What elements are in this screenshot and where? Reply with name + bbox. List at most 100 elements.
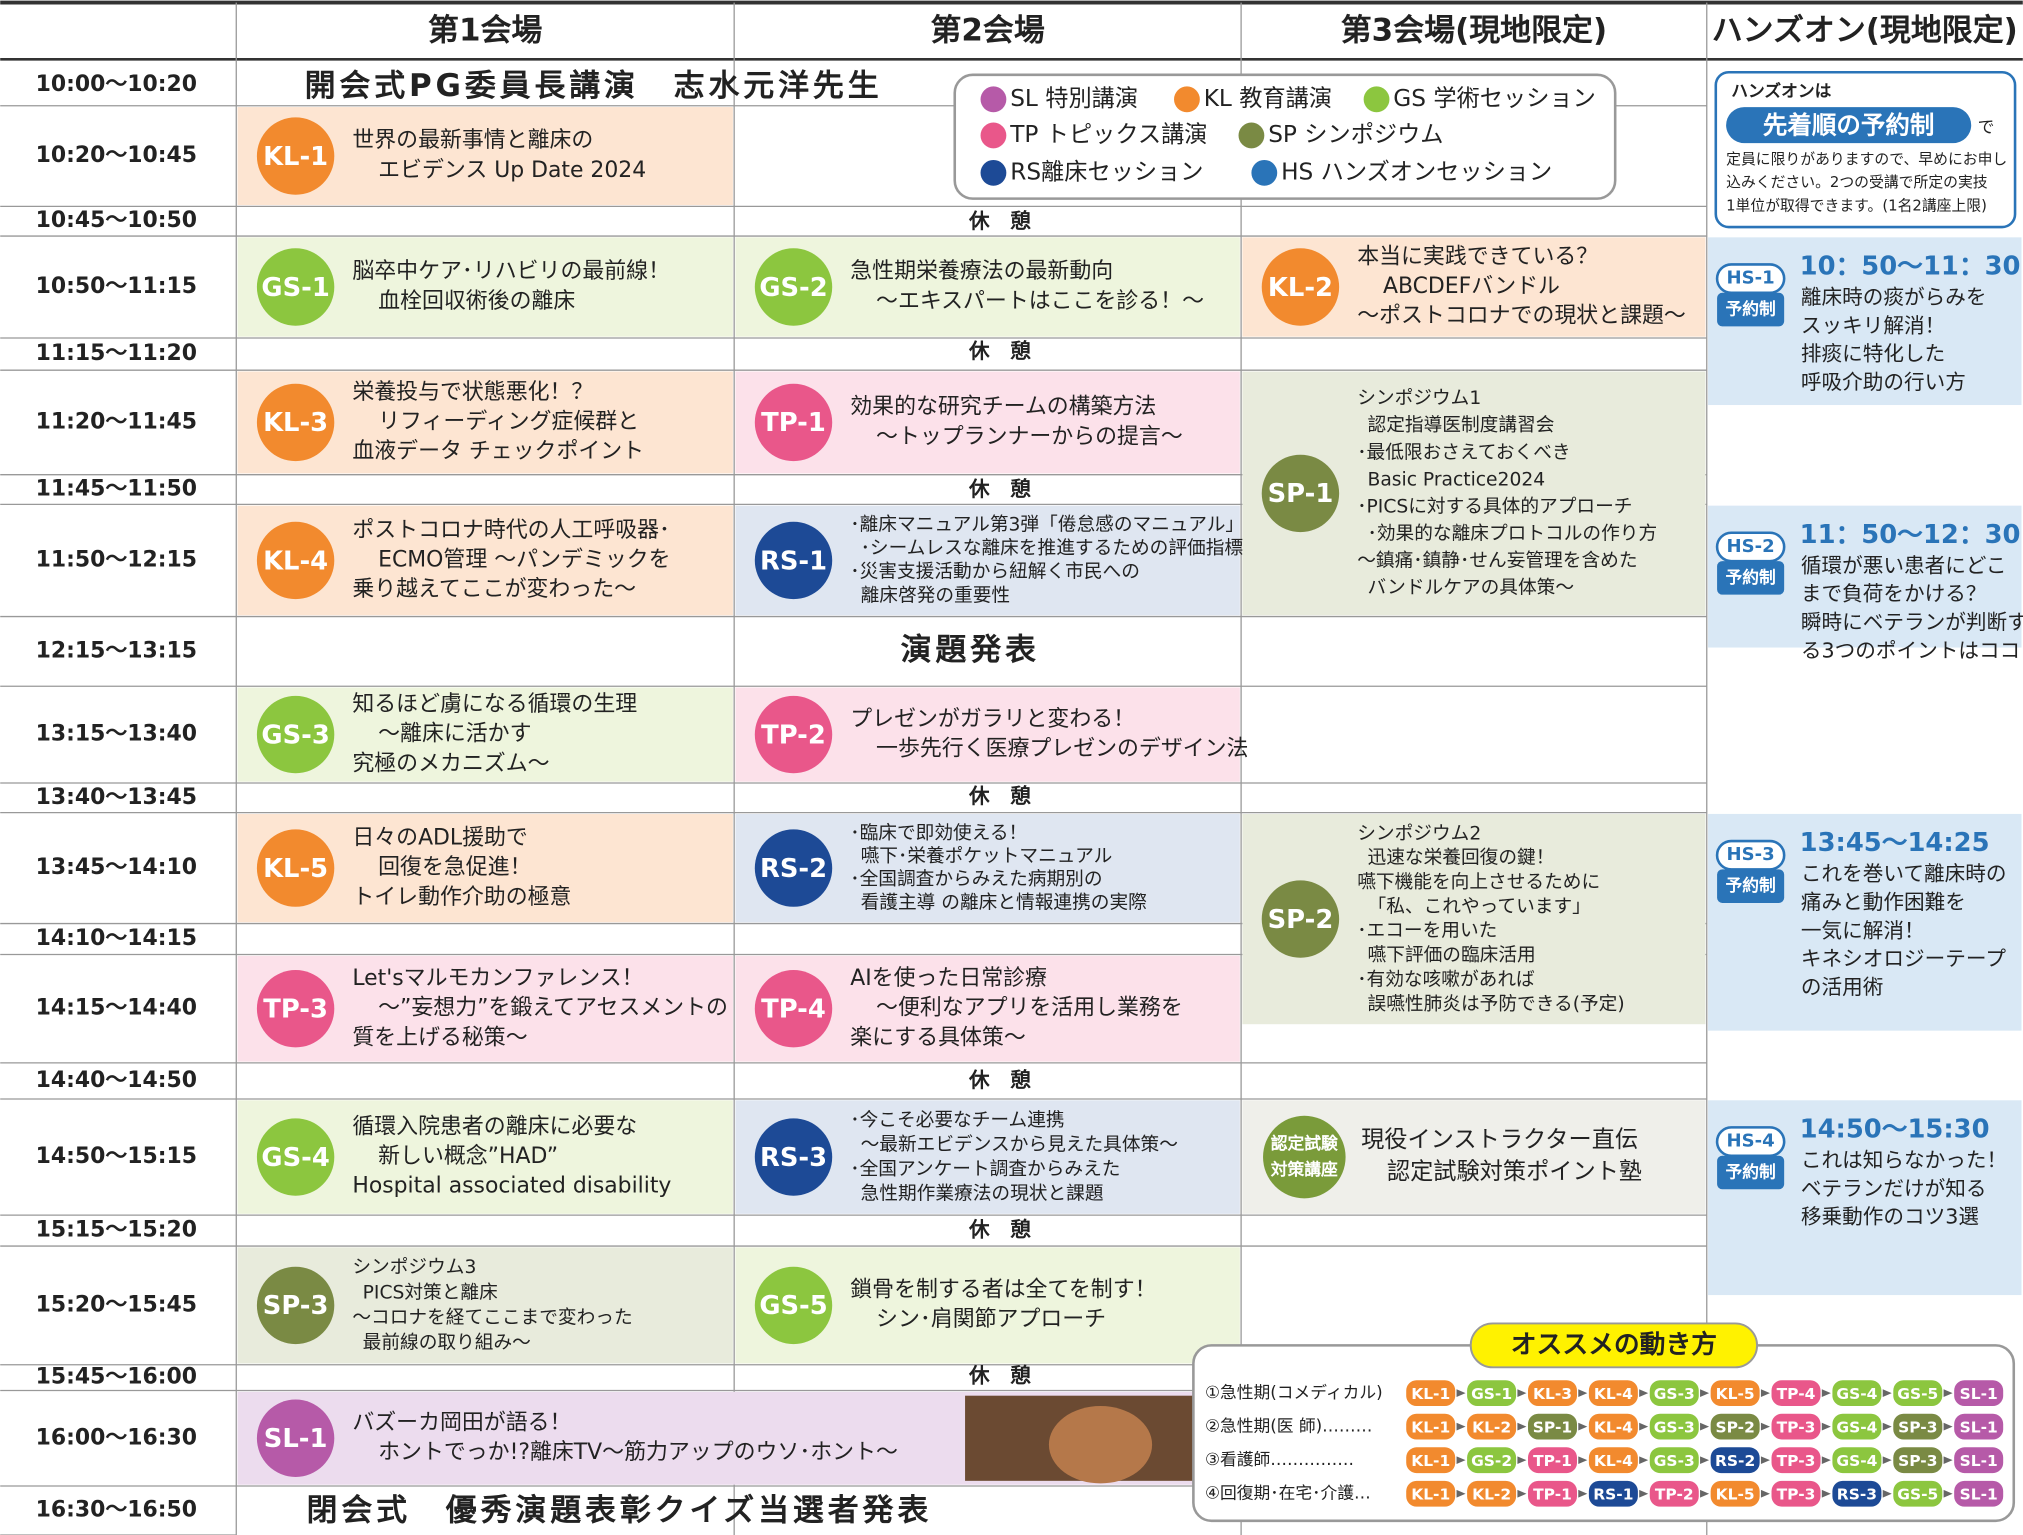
route-arrow <box>1760 1489 1770 1498</box>
route-arrow <box>1943 1389 1953 1397</box>
route-label: ①急性期(コメディカル) <box>1205 1382 1383 1402</box>
route-arrow <box>1700 1389 1710 1397</box>
route-chip <box>1832 1480 1882 1507</box>
handson-code: HS-1 <box>1727 268 1775 289</box>
route-arrow <box>1639 1422 1649 1431</box>
route-arrow <box>1882 1422 1892 1431</box>
time-label: 15:15～15:20 <box>36 1218 197 1243</box>
route-chip <box>1832 1413 1882 1440</box>
route-arrow <box>1517 1389 1527 1397</box>
route-chip <box>1406 1447 1456 1474</box>
time-label: 10:20～10:45 <box>36 143 197 168</box>
session-line: 嚥下･栄養ポケットマニュアル <box>861 846 1113 867</box>
exam-line: 認定試験対策ポイント塾 <box>1387 1158 1642 1185</box>
route-chip <box>1527 1447 1577 1474</box>
handson-line: の活用術 <box>1801 975 1884 999</box>
handson-note-highlight: 先着順の予約制 <box>1763 110 1935 139</box>
route-arrow <box>1456 1422 1466 1431</box>
recommend-title: オススメの動き方 <box>1511 1329 1717 1360</box>
session-line: 嚥下機能を向上させるために <box>1357 872 1600 893</box>
route-step: SP-2 <box>1715 1418 1754 1436</box>
handson-line: 循環が悪い患者にどこ <box>1801 553 2007 577</box>
handson-code: HS-4 <box>1727 1131 1775 1152</box>
session-badge <box>256 1399 335 1477</box>
route-label: ③看護師…………… <box>1205 1449 1354 1469</box>
column-header: 第3会場(現地限定) <box>1341 13 1607 49</box>
route-arrow <box>1639 1456 1649 1465</box>
route-arrow <box>1639 1489 1649 1498</box>
route-step: KL-1 <box>1411 1418 1450 1436</box>
break: 休 憩 <box>968 477 1031 501</box>
recommend-title-box <box>1469 1322 1759 1369</box>
legend-dot <box>1251 159 1278 186</box>
route-step: KL-1 <box>1411 1452 1450 1470</box>
break: 休 憩 <box>968 1218 1031 1242</box>
session-line: 一歩先行く医療プレゼンのデザイン法 <box>876 736 1248 761</box>
route-arrow <box>1882 1489 1892 1498</box>
handson-line: ベテランだけが知る <box>1801 1176 1987 1200</box>
session-line: ～鎮痛･鎮静･せん妄管理を含めた <box>1357 551 1637 572</box>
route-chip <box>1893 1380 1943 1407</box>
route-chip <box>1771 1480 1821 1507</box>
handson-code: HS-3 <box>1727 844 1775 865</box>
route-step: TP-4 <box>1777 1385 1816 1403</box>
session-badge <box>256 1266 335 1345</box>
session-line: PICS対策と離床 <box>363 1282 498 1303</box>
exam-badge-text: 認定試験 <box>1271 1133 1338 1153</box>
route-chip <box>1893 1480 1943 1507</box>
handson-badge-box <box>1717 561 1785 595</box>
route-step: TP-1 <box>1533 1486 1572 1504</box>
route-step: GS-2 <box>1471 1452 1512 1470</box>
session-line: リフィーディング症候群と <box>378 409 639 434</box>
session-line: プレゼンがガラリと変わる！ <box>850 707 1135 732</box>
session-line: ･効果的な離床プロトコルの作り方 <box>1368 524 1658 545</box>
route-step: GS-4 <box>1836 1452 1877 1470</box>
time-label: 11:45～11:50 <box>36 477 197 502</box>
route-chip <box>1588 1447 1638 1474</box>
route-step: KL-4 <box>1594 1385 1633 1403</box>
route-chip <box>1710 1447 1760 1474</box>
time-label: 11:50～12:15 <box>36 547 197 572</box>
session-line: 循環入院患者の離床に必要な <box>352 1114 637 1139</box>
session-line: ･臨床で即効使える！ <box>850 823 1027 844</box>
session-code: RS-1 <box>760 546 827 576</box>
route-chip <box>1467 1380 1517 1407</box>
session-code: KL-1 <box>263 142 328 172</box>
route-step: KL-5 <box>1716 1486 1755 1504</box>
route-arrow <box>1517 1489 1527 1498</box>
session-line: ～最新エビデンスから見えた具体策～ <box>861 1134 1178 1155</box>
route-arrow <box>1882 1389 1892 1397</box>
handson-note-line: 込みください。2つの受講で所定の実技 <box>1726 174 1988 191</box>
session-line: ～離床に活かす <box>378 722 531 747</box>
handson-note-title: ハンズオンは <box>1731 81 1831 101</box>
handson-line: 離床時の痰がらみを <box>1801 285 1987 309</box>
legend-label: KL 教育講演 <box>1204 85 1332 112</box>
session-badge <box>256 383 335 462</box>
session-line: 血栓回収術後の離床 <box>378 289 575 314</box>
route-step: SL-1 <box>1960 1418 1998 1436</box>
route-step: TP-3 <box>1777 1418 1816 1436</box>
route-arrow <box>1943 1489 1953 1498</box>
session-badge <box>754 1118 833 1196</box>
session-code: TP-4 <box>761 995 826 1025</box>
content: 第1会場 第2会場 第3会場(現地限定) ハンズオン(現地限定) 10:00～10:20… <box>36 13 2023 1529</box>
route-step: KL-2 <box>1472 1418 1511 1436</box>
session-line: 栄養投与で状態悪化！？ <box>352 380 593 405</box>
route-chip <box>1649 1380 1699 1407</box>
legend-label: SP シンポジウム <box>1268 121 1443 148</box>
handson-line: 排痰に特化した <box>1801 342 1945 366</box>
route-step: GS-1 <box>1471 1385 1512 1403</box>
session-line: 看護主導 の離床と情報連携の実際 <box>861 892 1148 913</box>
session-line: 鎖骨を制する者は全てを制す！ <box>850 1278 1156 1303</box>
route-label: ④回復期･在宅･介護… <box>1205 1483 1371 1503</box>
route-arrow <box>1700 1489 1710 1498</box>
time-label: 10:45～10:50 <box>36 208 197 233</box>
time-label: 11:20～11:45 <box>36 409 197 434</box>
route-step: GS-3 <box>1654 1452 1695 1470</box>
session-line: Basic Practice2024 <box>1368 469 1546 490</box>
route-arrow <box>1700 1456 1710 1465</box>
handson-badge: 予約制 <box>1725 1162 1775 1182</box>
session-line: 効果的な研究チームの構築方法 <box>850 395 1156 420</box>
route-chip <box>1406 1480 1456 1507</box>
